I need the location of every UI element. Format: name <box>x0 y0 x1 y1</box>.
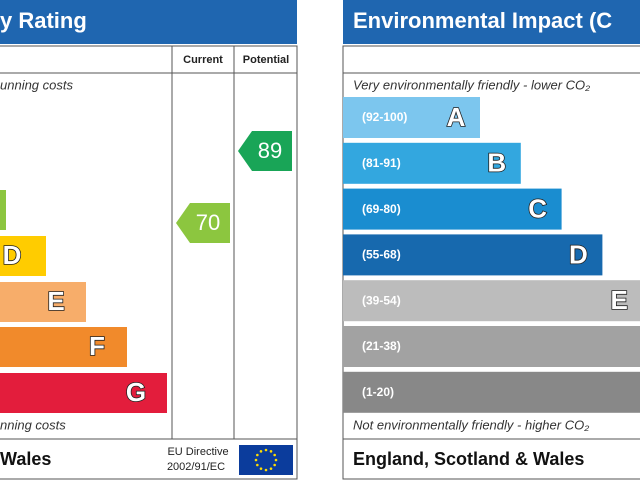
band-letter: D <box>3 240 22 270</box>
band-range: (92-100) <box>362 110 407 124</box>
band-letter: E <box>47 286 64 316</box>
band <box>343 142 521 184</box>
band <box>343 371 640 413</box>
star <box>259 467 263 470</box>
panel-frame <box>0 45 298 480</box>
band-range: (81-91) <box>362 156 401 170</box>
band-letter: C <box>528 193 547 223</box>
current-rating: 70 <box>196 210 220 235</box>
title: y Rating <box>0 8 87 33</box>
band-letter: F <box>89 331 105 361</box>
band-range: (39-54) <box>362 293 401 307</box>
band <box>0 327 127 367</box>
potential-rating: 89 <box>258 138 282 163</box>
band-letter: B <box>487 148 506 178</box>
band-letter: A <box>447 102 466 132</box>
current-arrow <box>176 203 230 243</box>
band <box>0 373 167 413</box>
star <box>274 458 278 462</box>
band-range: (1-20) <box>362 385 394 399</box>
band-letter: G <box>126 377 146 407</box>
env-bands: (92-100) A (81-91) B (69-80) C (55-68) D (39-54)… <box>343 97 640 413</box>
title: Environmental Impact (C <box>353 8 612 33</box>
star <box>273 453 276 457</box>
top-note: Very environmentally friendly - lower CO… <box>353 77 590 92</box>
band <box>0 236 46 276</box>
directive: 2002/91/EC <box>167 461 225 473</box>
star <box>254 458 258 462</box>
band <box>343 234 603 276</box>
star <box>269 450 273 453</box>
star <box>264 468 268 472</box>
column-header: Potential <box>243 54 289 66</box>
band <box>0 282 86 322</box>
band <box>343 326 640 367</box>
title-bar <box>0 0 297 44</box>
footer: England, Scotland & Wales <box>353 449 584 469</box>
title-bar <box>343 0 640 44</box>
band-range: (55-68) <box>362 248 401 262</box>
band-range: (21-38) <box>362 339 401 353</box>
star <box>273 463 276 467</box>
star <box>256 463 259 467</box>
band <box>343 188 562 230</box>
directive: EU Directive <box>167 446 228 458</box>
top-note: unning costs <box>0 77 73 92</box>
band <box>343 280 640 322</box>
band-letter: D <box>569 239 588 269</box>
potential-arrow <box>238 131 292 171</box>
star <box>256 453 259 457</box>
footer: Wales <box>0 449 51 469</box>
band <box>343 97 480 138</box>
bottom-note: nning costs <box>0 417 66 432</box>
band <box>0 190 6 230</box>
bottom-note: Not environmentally friendly - higher CO… <box>353 417 589 432</box>
star <box>259 450 263 453</box>
star <box>264 448 268 452</box>
star <box>269 467 273 470</box>
eu-stars <box>254 448 278 472</box>
band-letter: E <box>611 285 628 315</box>
band-range: (69-80) <box>362 202 401 216</box>
column-header: Current <box>183 54 223 66</box>
